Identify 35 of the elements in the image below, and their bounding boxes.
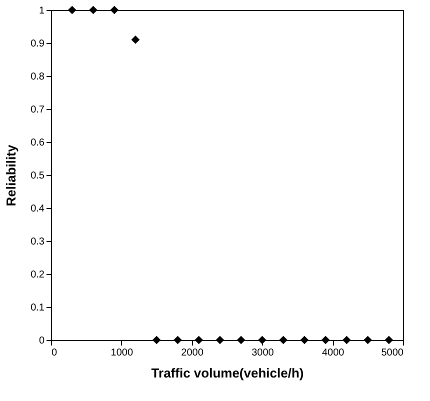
x-tick-label: 5000 — [381, 348, 404, 358]
y-tick-label: 0.9 — [30, 38, 45, 50]
x-tick-label: 0 — [52, 348, 58, 358]
y-tick-label: 0.4 — [30, 204, 45, 214]
x-tick-label: 2000 — [181, 348, 204, 358]
point — [279, 336, 288, 344]
point — [194, 336, 204, 344]
y-tick-label: 0.3 — [30, 236, 45, 248]
point — [364, 336, 372, 344]
y-tick-label: 0.1 — [30, 302, 45, 314]
y-tick-label: 0.5 — [30, 170, 45, 182]
point — [216, 336, 224, 344]
point — [68, 6, 76, 14]
y-tick-label: 1 — [38, 6, 45, 16]
point — [152, 336, 161, 344]
y-tick-label: 0.6 — [30, 138, 45, 148]
y-axis-title: Reliability — [4, 144, 19, 206]
point — [384, 336, 394, 344]
point — [300, 336, 309, 344]
point — [321, 336, 330, 344]
y-tick-label: 0.7 — [30, 104, 45, 116]
x-tick-label: 3000 — [252, 348, 274, 358]
point — [174, 336, 182, 344]
point — [258, 336, 266, 344]
x-tick-label: 1000 — [110, 348, 134, 358]
y-tick-label: 0.8 — [30, 72, 45, 82]
point — [342, 336, 351, 344]
point — [131, 36, 140, 44]
y-tick-label: 0 — [38, 336, 45, 346]
point — [110, 6, 119, 14]
x-axis-title: Traffic volume(vehicle/h) — [151, 366, 304, 380]
y-tick-label: 0.2 — [30, 270, 45, 280]
point — [89, 6, 98, 14]
point — [236, 336, 246, 344]
x-tick-label: 4000 — [322, 348, 345, 358]
